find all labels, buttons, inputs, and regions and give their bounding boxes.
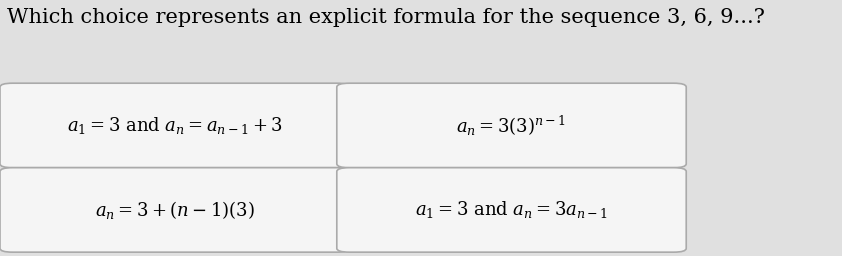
FancyBboxPatch shape bbox=[337, 168, 686, 252]
Text: Which choice represents an explicit formula for the sequence 3, 6, 9...?: Which choice represents an explicit form… bbox=[7, 8, 765, 27]
Text: $a_n = 3(3)^{n-1}$: $a_n = 3(3)^{n-1}$ bbox=[456, 113, 567, 137]
Text: $a_1 = 3\ \mathrm{and}\ a_n = a_{n-1} + 3$: $a_1 = 3\ \mathrm{and}\ a_n = a_{n-1} + … bbox=[67, 115, 283, 136]
FancyBboxPatch shape bbox=[0, 168, 349, 252]
Text: $a_n = 3 + (n - 1)(3)$: $a_n = 3 + (n - 1)(3)$ bbox=[95, 199, 254, 221]
FancyBboxPatch shape bbox=[337, 83, 686, 168]
FancyBboxPatch shape bbox=[0, 83, 349, 168]
Text: $a_1 = 3\ \mathrm{and}\ a_n = 3a_{n-1}$: $a_1 = 3\ \mathrm{and}\ a_n = 3a_{n-1}$ bbox=[415, 199, 608, 220]
